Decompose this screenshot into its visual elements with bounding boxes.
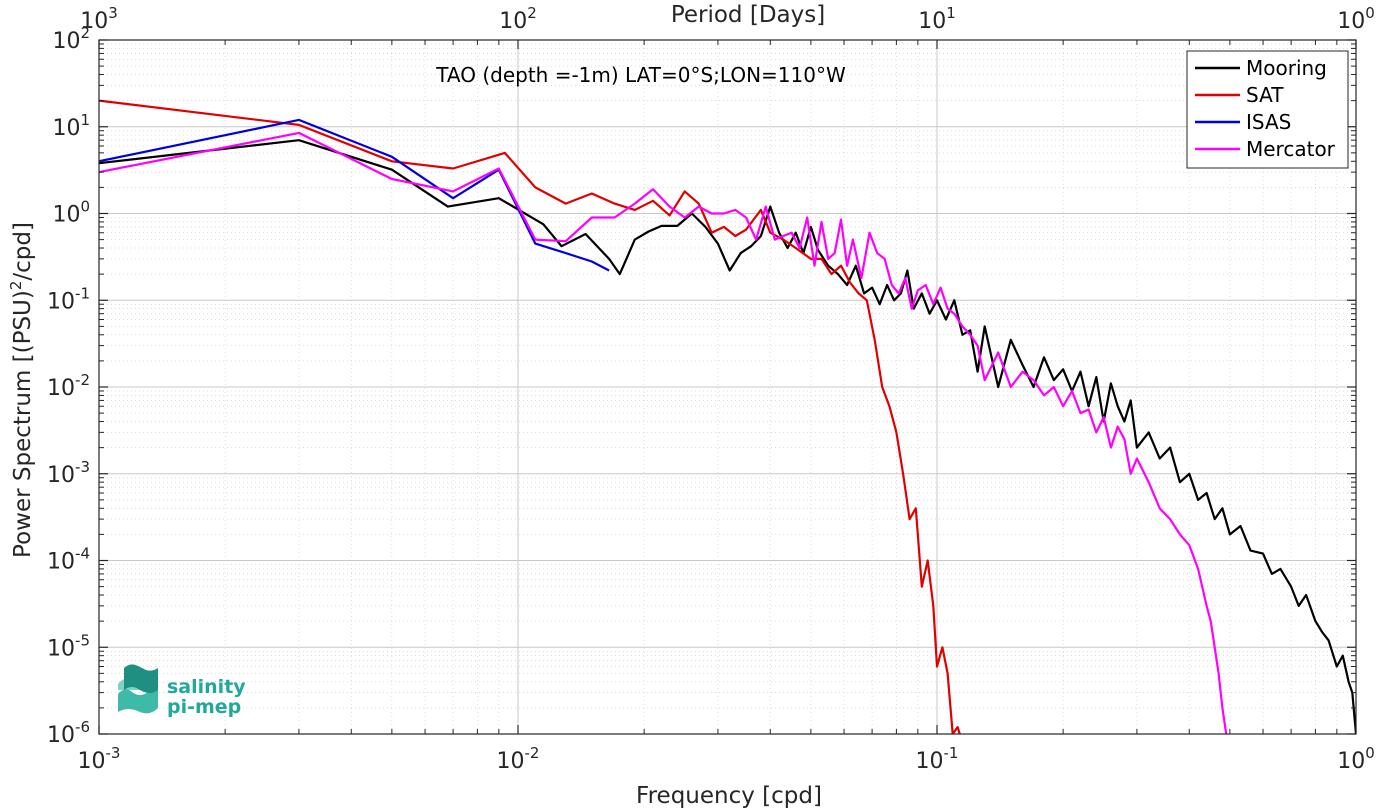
tick-marks [98,39,1357,735]
y-tick-label: 102 [52,24,90,54]
legend-label-mercator: Mercator [1246,137,1336,161]
tick-base: 10 [1337,749,1365,774]
y-tick-label: 10-3 [47,458,90,488]
tick-base: 10 [47,723,75,748]
x-axis-title: Frequency [cpd] [636,783,822,809]
tick-base: 10 [916,749,944,774]
tick-base: 10 [47,463,75,488]
logo-text-line1: salinity [167,676,246,698]
salinity-pi-mep-logo: salinity pi-mep [118,664,246,718]
tick-exponent: 1 [80,111,90,129]
series-line-mercator [99,131,1228,734]
tick-exponent: -5 [75,631,90,649]
tick-base: 10 [52,203,80,228]
minor-grid [99,40,1356,734]
legend-label-isas: ISAS [1246,110,1291,134]
x2-tick-label: 101 [918,4,956,34]
tick-base: 10 [47,550,75,575]
tick-exponent: 0 [1365,744,1375,762]
x-tick-label: 10-1 [916,744,959,774]
tick-base: 10 [78,749,106,774]
tick-exponent: 0 [1365,4,1375,22]
tick-exponent: -1 [944,744,959,762]
series-line-mooring [99,139,1356,734]
x2-tick-label: 102 [499,4,537,34]
y-tick-label: 100 [52,198,90,228]
tick-exponent: 1 [946,4,956,22]
y-tick-label: 10-2 [47,371,90,401]
x2-axis-title: Period [Days] [671,2,825,28]
y-axis-title-tail: /cpd] [10,222,36,281]
tick-base: 10 [52,116,80,141]
legend: Mooring SAT ISAS Mercator [1186,50,1349,169]
chart-title: TAO (depth =-1m) LAT=0°S;LON=110°W [435,63,846,87]
x-tick-label: 100 [1337,744,1375,774]
series-layer [99,99,1356,734]
y-tick-label: 10-4 [47,545,90,575]
x-tick-label: 10-2 [497,744,540,774]
x-tick-label: 10-3 [78,744,121,774]
y-axis-title: Power Spectrum [(PSU)2/cpd] [7,222,36,558]
series-line-sat [99,99,961,734]
tick-exponent: -6 [75,718,90,736]
tick-exponent: -2 [75,371,90,389]
tick-base: 10 [52,29,80,54]
logo-wave-icon-3 [124,664,158,693]
tick-exponent: -1 [75,284,90,302]
tick-base: 10 [80,9,108,34]
y-tick-label: 10-5 [47,631,90,661]
legend-label-sat: SAT [1246,83,1284,107]
x2-tick-label: 103 [80,4,118,34]
tick-base: 10 [918,9,946,34]
tick-exponent: -2 [525,744,540,762]
y-tick-label: 10-6 [47,718,90,748]
tick-exponent: 3 [108,4,118,22]
tick-base: 10 [499,9,527,34]
tick-exponent: -4 [75,545,90,563]
tick-exponent: -3 [75,458,90,476]
tick-exponent: 0 [80,198,90,216]
tick-base: 10 [47,636,75,661]
y-tick-label: 10-1 [47,284,90,314]
tick-exponent: 2 [80,24,90,42]
tick-exponent: -3 [106,744,121,762]
y-axis-title-main: Power Spectrum [(PSU) [10,290,36,558]
y-tick-label: 101 [52,111,90,141]
tick-base: 10 [1337,9,1365,34]
y-axis-title-sup: 2 [7,281,25,291]
tick-base: 10 [497,749,525,774]
tick-base: 10 [47,289,75,314]
x2-tick-label: 100 [1337,4,1375,34]
tick-exponent: 2 [527,4,537,22]
logo-text-line2: pi-mep [167,696,241,718]
tick-base: 10 [47,376,75,401]
legend-label-mooring: Mooring [1246,56,1327,80]
